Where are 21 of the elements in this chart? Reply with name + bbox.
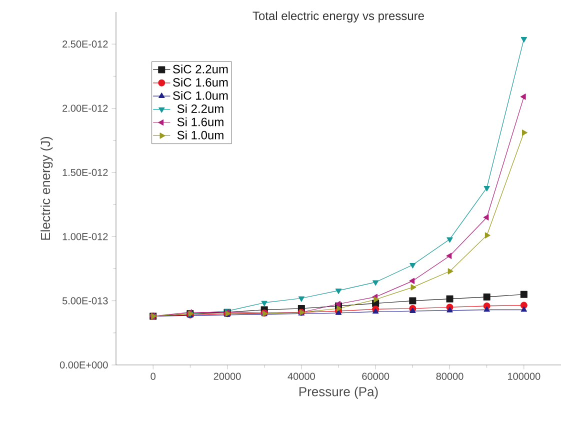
y-tick-label: 5.00E-013 bbox=[62, 297, 108, 304]
x-tick-label: 20000 bbox=[214, 372, 241, 380]
legend-label: SiC 1.6um bbox=[173, 78, 228, 87]
legend-label: Si 1.6um bbox=[177, 117, 224, 126]
y-tick-label: 2.00E-012 bbox=[62, 104, 108, 112]
legend-label: Si 2.2um bbox=[177, 104, 224, 114]
legend-label: SiC 1.0um bbox=[173, 91, 228, 100]
x-axis-title: Pressure (Pa) bbox=[299, 386, 378, 399]
x-tick-label: 60000 bbox=[362, 372, 390, 380]
x-tick-label: 40000 bbox=[288, 372, 315, 380]
x-tick-label: 100000 bbox=[508, 372, 540, 380]
x-tick-label: 0 bbox=[150, 372, 156, 380]
y-tick-label: 1.00E-012 bbox=[62, 233, 108, 240]
legend-label: Si 1.0um bbox=[177, 130, 224, 140]
y-tick-label: 0.00E+000 bbox=[60, 361, 108, 369]
legend-label: SiC 2.2um bbox=[173, 64, 228, 74]
y-axis-title: Electric energy (J) bbox=[40, 136, 53, 240]
x-tick-label: 80000 bbox=[436, 372, 464, 380]
chart-title: Total electric energy vs pressure bbox=[252, 11, 424, 22]
y-tick-label: 1.50E-012 bbox=[62, 168, 108, 176]
y-tick-label: 2.50E-012 bbox=[62, 40, 108, 48]
